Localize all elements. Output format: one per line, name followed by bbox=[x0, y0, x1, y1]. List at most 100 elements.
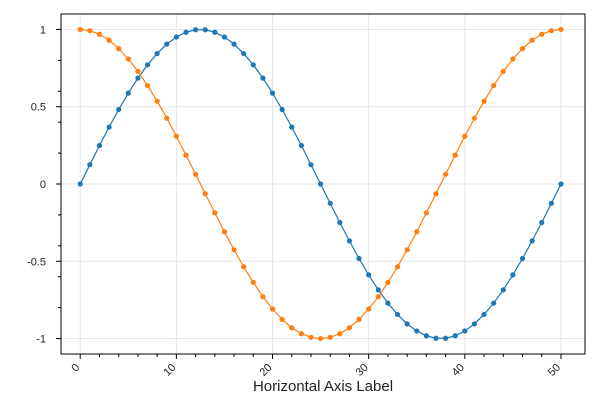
data-point bbox=[116, 106, 122, 113]
data-point bbox=[183, 152, 189, 158]
data-point bbox=[327, 334, 333, 340]
y-tick-label: 0.5 bbox=[31, 102, 46, 114]
data-point bbox=[241, 264, 247, 270]
data-point bbox=[87, 28, 93, 34]
data-point bbox=[193, 27, 199, 33]
data-point bbox=[125, 90, 131, 96]
data-point bbox=[154, 98, 160, 104]
data-point bbox=[202, 27, 208, 33]
data-point bbox=[212, 29, 218, 35]
data-point bbox=[164, 115, 170, 121]
data-point bbox=[366, 306, 372, 312]
data-point bbox=[173, 133, 179, 139]
data-point bbox=[317, 181, 324, 187]
data-point bbox=[375, 287, 381, 293]
data-point bbox=[519, 255, 526, 262]
data-point bbox=[279, 106, 285, 113]
data-point bbox=[260, 75, 266, 81]
data-point bbox=[404, 247, 410, 253]
data-point bbox=[337, 219, 343, 226]
data-point bbox=[491, 300, 497, 306]
y-tick-label: -0.5 bbox=[27, 256, 46, 268]
data-point bbox=[183, 29, 189, 35]
data-point bbox=[164, 41, 170, 47]
data-point bbox=[548, 28, 554, 34]
data-point bbox=[539, 31, 545, 37]
data-point bbox=[289, 124, 295, 130]
data-point bbox=[250, 279, 256, 286]
data-point bbox=[241, 50, 247, 57]
data-point bbox=[87, 162, 93, 168]
data-point bbox=[144, 82, 151, 89]
data-point bbox=[298, 331, 304, 337]
data-point bbox=[135, 68, 141, 74]
y-tick-label: 1 bbox=[40, 24, 46, 36]
data-point bbox=[221, 34, 228, 40]
data-point bbox=[346, 325, 353, 331]
data-point bbox=[250, 62, 256, 68]
data-point bbox=[260, 294, 266, 300]
data-point bbox=[442, 335, 449, 341]
data-point bbox=[529, 37, 535, 43]
data-point bbox=[462, 328, 468, 334]
data-point bbox=[519, 46, 526, 52]
data-point bbox=[106, 37, 112, 43]
data-point bbox=[471, 115, 478, 121]
data-point bbox=[125, 56, 131, 62]
data-point bbox=[356, 316, 362, 322]
data-point bbox=[308, 162, 314, 168]
data-point bbox=[510, 56, 516, 62]
data-point bbox=[308, 334, 314, 340]
data-point bbox=[423, 333, 429, 339]
data-point bbox=[558, 26, 564, 33]
data-point bbox=[337, 331, 343, 337]
data-point bbox=[346, 238, 353, 244]
data-point bbox=[423, 210, 429, 216]
data-point bbox=[269, 306, 276, 312]
data-point bbox=[269, 90, 276, 96]
data-point bbox=[452, 333, 458, 339]
data-point bbox=[96, 31, 103, 37]
data-point bbox=[500, 68, 506, 74]
data-point bbox=[77, 26, 83, 33]
x-axis-title: Horizontal Axis Label bbox=[253, 378, 393, 395]
data-point bbox=[202, 191, 208, 197]
data-point bbox=[375, 294, 381, 300]
data-point bbox=[356, 255, 362, 262]
data-point bbox=[317, 335, 324, 342]
data-point bbox=[471, 321, 478, 327]
data-point bbox=[144, 62, 151, 68]
data-point bbox=[212, 210, 218, 216]
data-point bbox=[539, 219, 545, 226]
data-point bbox=[154, 50, 160, 57]
data-point bbox=[385, 300, 391, 306]
data-point bbox=[548, 200, 554, 206]
data-point bbox=[173, 34, 179, 40]
data-point bbox=[106, 124, 112, 130]
data-point bbox=[481, 311, 487, 318]
data-point bbox=[510, 272, 516, 278]
data-point bbox=[462, 133, 468, 139]
data-point bbox=[221, 229, 228, 235]
data-point bbox=[414, 328, 420, 334]
y-tick-label: 0 bbox=[40, 179, 46, 191]
data-point bbox=[529, 238, 535, 244]
data-point bbox=[366, 272, 372, 278]
data-point bbox=[481, 98, 487, 104]
data-point bbox=[394, 264, 401, 270]
data-point bbox=[289, 325, 295, 331]
data-point bbox=[414, 229, 420, 235]
data-point bbox=[327, 200, 333, 206]
data-point bbox=[452, 152, 458, 158]
data-point bbox=[279, 316, 285, 322]
data-point bbox=[433, 191, 439, 197]
data-point bbox=[558, 181, 564, 187]
data-point bbox=[394, 311, 401, 318]
data-point bbox=[77, 181, 83, 187]
data-point bbox=[135, 75, 141, 81]
series-group bbox=[77, 26, 564, 342]
data-point bbox=[500, 287, 506, 293]
data-point bbox=[231, 247, 237, 253]
data-point bbox=[96, 142, 103, 149]
